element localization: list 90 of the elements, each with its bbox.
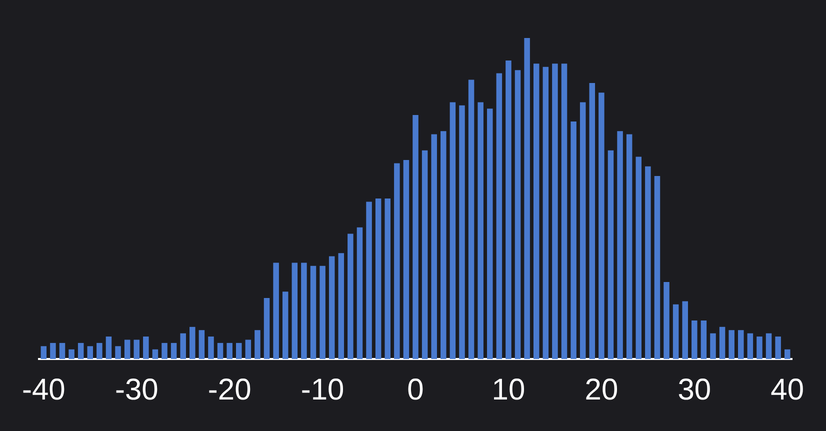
bar [440,131,446,359]
bar [87,346,94,359]
bar [775,336,781,359]
x-tick-label: 10 [492,373,526,406]
bar [496,73,502,359]
bar [700,320,707,359]
bar [524,38,530,359]
bar [68,349,74,359]
bar [664,282,670,359]
bar [328,256,335,359]
bar [106,336,112,359]
bar [348,234,354,359]
bar [514,70,521,359]
bar [394,163,400,359]
bar [468,80,474,359]
bar [654,176,660,359]
bar [198,330,205,359]
bar [78,342,84,359]
bar [459,105,465,359]
bar [412,115,418,359]
bar [487,108,493,359]
bar [580,102,586,359]
bar [728,330,734,359]
bar [282,292,288,359]
bar [738,330,744,359]
bar [310,266,316,359]
bar [226,342,232,359]
x-tick-label: -40 [22,373,66,406]
bar [143,336,149,359]
bar [598,92,604,359]
bar [208,336,214,359]
x-tick-label: 20 [584,373,618,406]
bar [384,198,391,359]
bar [636,156,642,359]
bar [403,160,410,359]
bar [190,326,196,359]
bar [292,262,298,359]
bar [626,134,632,359]
bar [162,342,168,359]
bar [50,342,56,359]
bar [682,301,688,359]
bar [710,333,716,359]
bar [338,253,344,359]
bar [608,150,614,359]
bar [301,262,307,359]
bar [134,340,140,359]
bar [236,342,242,359]
bar [552,64,558,359]
x-tick-label: 40 [770,373,804,406]
bar [692,320,698,359]
bar [617,131,623,359]
bar [115,346,121,359]
bar [450,102,456,359]
bar [40,346,47,359]
bar [570,121,576,359]
bar [756,336,762,359]
bar [170,342,177,359]
bar [533,64,540,359]
bar [766,333,772,359]
bar [719,326,726,359]
bar [645,166,651,359]
bar [422,150,428,359]
bar [431,134,437,359]
bar [245,340,252,359]
bar [254,330,260,359]
bar [542,66,549,359]
bar [366,202,372,359]
bar [747,333,754,359]
bar [784,349,790,359]
bar [672,304,679,359]
bar [561,64,568,359]
bar [375,198,382,359]
x-tick-label: 30 [678,373,712,406]
x-tick-label: -20 [208,373,252,406]
x-tick-label: -30 [114,373,158,406]
bar [356,227,363,359]
bar [152,349,158,359]
bar [506,60,512,359]
bar [478,102,484,359]
bar [59,342,66,359]
x-tick-label: -10 [300,373,344,406]
bar [320,266,326,359]
bar [180,333,186,359]
bar [217,342,224,359]
bar [96,342,102,359]
bar [264,298,270,359]
bar [273,262,279,359]
bar [124,340,130,359]
bar [589,82,596,359]
x-tick-label: 0 [407,373,424,406]
